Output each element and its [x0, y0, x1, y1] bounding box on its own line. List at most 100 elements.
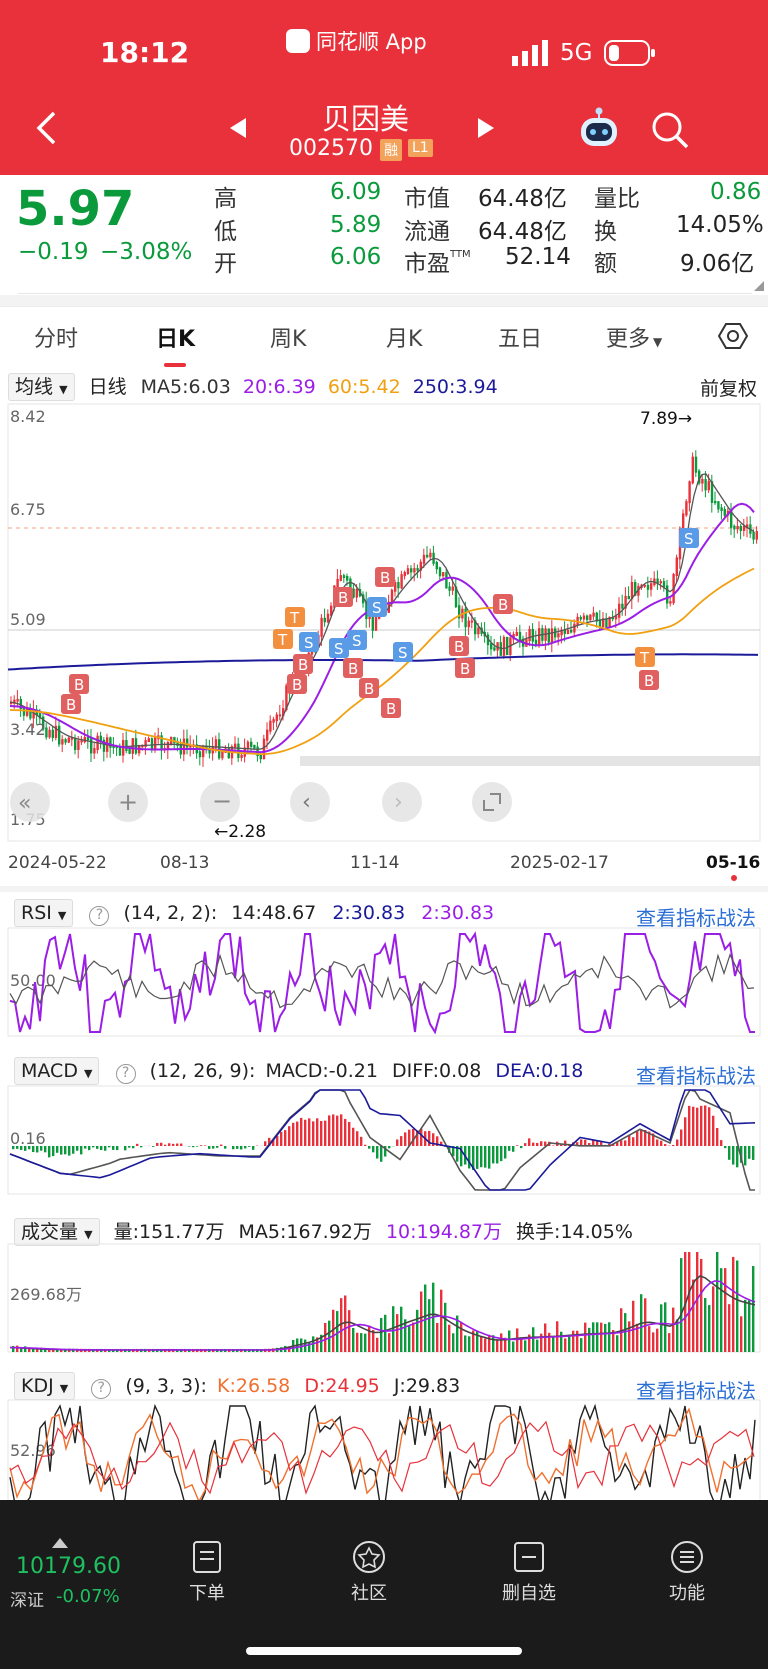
search-icon[interactable]: [650, 110, 690, 150]
kdj-d-value: D:24.95: [304, 1375, 380, 1397]
macd-strategy-link[interactable]: 查看指标战法: [636, 1064, 756, 1088]
chart-zoom-controls: « + − ‹ ›: [10, 782, 512, 822]
app-icon: [286, 29, 310, 53]
signal-badge: [287, 674, 307, 694]
candle-body: [422, 554, 426, 564]
macd-bar: [116, 1146, 119, 1151]
macd-bar: [220, 1144, 223, 1146]
back-icon[interactable]: [34, 110, 58, 146]
macd-bar: [416, 1130, 419, 1146]
help-icon[interactable]: ?: [91, 1379, 112, 1399]
candle-body: [618, 603, 621, 618]
tab-intraday[interactable]: 分时: [34, 327, 79, 352]
candle-body: [42, 716, 45, 730]
tab-five-day[interactable]: 五日: [498, 327, 543, 352]
candle-body: [605, 618, 608, 628]
mcap-value: 64.48亿: [478, 186, 567, 212]
nav-order[interactable]: 下单: [162, 1540, 252, 1605]
signal-letter: B: [380, 569, 390, 587]
macd-bar: [588, 1143, 591, 1146]
rsi-header: RSI ▼ ? (14, 2, 2): 14:48.67 2:30.83 2:3…: [14, 899, 494, 927]
macd-bar: [264, 1141, 267, 1146]
tab-monthly-k[interactable]: 月K: [386, 327, 423, 352]
signal-letter: S: [334, 640, 344, 658]
index-name: 深证: [10, 1591, 44, 1611]
macd-bar: [216, 1146, 219, 1148]
tab-daily-k[interactable]: 日K: [156, 327, 196, 352]
index-value[interactable]: 10179.60: [16, 1554, 121, 1579]
candle-body: [406, 568, 410, 574]
zoom-in-button[interactable]: [108, 782, 148, 822]
candle-body: [272, 719, 275, 723]
candle-body: [118, 746, 122, 756]
rsi-selector[interactable]: RSI ▼: [14, 899, 74, 927]
fullscreen-button[interactable]: [472, 782, 512, 822]
next-candle-button[interactable]: [382, 782, 422, 822]
rsi-value-2: 2:30.83: [332, 902, 406, 924]
help-icon[interactable]: ?: [115, 1064, 136, 1084]
candle-body: [710, 481, 714, 503]
zoom-out-button[interactable]: [200, 782, 240, 822]
expand-corner-icon[interactable]: [754, 281, 764, 291]
volume-bar: [572, 1330, 575, 1352]
macd-bar: [36, 1146, 39, 1153]
candle-body: [150, 738, 154, 749]
robot-assistant-icon[interactable]: [578, 106, 620, 150]
candle-body: [394, 582, 397, 592]
settings-hex-icon[interactable]: [718, 321, 748, 351]
volume-bar: [468, 1336, 471, 1352]
signal-badge: [679, 528, 699, 548]
macd-bar: [508, 1146, 511, 1151]
nav-remove-watchlist[interactable]: 删自选: [484, 1540, 574, 1605]
candle-body: [166, 741, 170, 751]
candle-body: [198, 751, 202, 758]
help-icon[interactable]: ?: [89, 906, 110, 926]
macd-bar: [620, 1140, 623, 1146]
prev-candle-button[interactable]: [290, 782, 330, 822]
macd-bar: [236, 1146, 239, 1149]
signal-badge: [61, 694, 81, 714]
candle-body: [506, 636, 509, 655]
candle-body: [419, 561, 422, 571]
macd-selector[interactable]: MACD ▼: [14, 1057, 100, 1085]
kdj-strategy-link[interactable]: 查看指标战法: [636, 1379, 756, 1403]
adjust-mode[interactable]: 前复权: [700, 378, 758, 400]
macd-bar: [344, 1118, 347, 1146]
candle-body: [154, 737, 157, 749]
index-expand-icon[interactable]: [52, 1538, 68, 1548]
nav-community[interactable]: 社区: [324, 1540, 414, 1605]
kdj-selector[interactable]: KDJ ▼: [14, 1372, 76, 1400]
volume-bar: [452, 1333, 455, 1352]
ma-selector[interactable]: 均线 ▼: [8, 373, 75, 401]
tab-more[interactable]: 更多 ▼: [606, 327, 663, 352]
macd-bar: [212, 1146, 215, 1149]
volume-bar: [628, 1321, 631, 1352]
volume-bar: [712, 1286, 715, 1352]
signal-letter: T: [639, 649, 650, 667]
signal-badge: [293, 654, 313, 674]
tab-weekly-k[interactable]: 周K: [270, 327, 307, 352]
rsi-params: (14, 2, 2):: [123, 902, 218, 924]
ma5-value: MA5:6.03: [140, 376, 231, 398]
macd-bar: [468, 1146, 471, 1169]
candle-body: [698, 470, 701, 484]
candle-body: [518, 631, 522, 641]
app-indicator[interactable]: 同花顺 App: [286, 26, 427, 56]
candle-body: [550, 628, 554, 643]
macd-bar: [112, 1146, 115, 1150]
candle-body: [458, 605, 461, 619]
nav-functions[interactable]: 功能: [642, 1540, 732, 1605]
macd-bar: [688, 1105, 691, 1146]
rsi-strategy-link[interactable]: 查看指标战法: [636, 906, 756, 930]
volume-bar: [576, 1330, 579, 1352]
active-tab-indicator: [164, 363, 186, 367]
candle-body: [733, 525, 736, 530]
prev-stock-icon[interactable]: [228, 116, 248, 140]
volume-bar: [516, 1328, 519, 1352]
volume-selector[interactable]: 成交量 ▼: [14, 1218, 100, 1246]
candle-body: [611, 616, 614, 620]
scroll-left-button[interactable]: [10, 782, 50, 822]
next-stock-icon[interactable]: [476, 116, 496, 140]
macd-bar: [132, 1146, 135, 1149]
